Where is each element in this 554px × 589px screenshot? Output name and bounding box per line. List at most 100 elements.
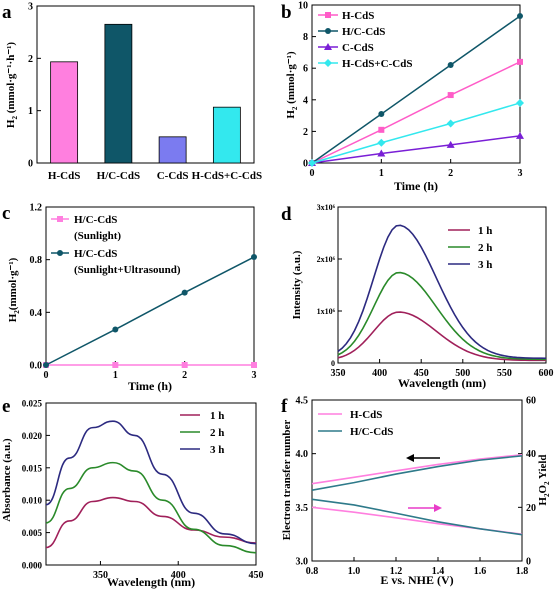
- x-axis-label: Time (h): [128, 379, 172, 393]
- plot-frame: [311, 399, 523, 562]
- y-tick-label: 1.2: [30, 203, 43, 214]
- data-point: [325, 28, 331, 34]
- data-point: [517, 13, 523, 20]
- panel-a-bar-chart: a 0 1 2 3 H-CdS H/C-CdS C-CdS H-CdS+C-CdS H2 (mmo…: [2, 2, 262, 183]
- series-line: [337, 271, 547, 361]
- data-point: [324, 43, 332, 50]
- y-tick-label: 10: [298, 1, 308, 12]
- x-tick-label: 0: [44, 370, 49, 381]
- panel-letter: b: [281, 2, 292, 23]
- data-point: [378, 111, 385, 118]
- y-tick-label: 2: [303, 127, 308, 138]
- legend-label: H/C-CdS: [74, 248, 117, 260]
- y-tick-label: 0.8: [30, 255, 43, 266]
- y-tick-label: 3: [28, 2, 33, 13]
- legend-label: 1 h: [210, 410, 224, 422]
- plot-frame: [337, 206, 547, 364]
- y-tick-label: 0: [28, 159, 33, 170]
- y-tick-label: 0: [331, 359, 335, 368]
- series-line: [311, 453, 523, 485]
- x-tick-label: 2: [182, 370, 187, 381]
- data-point: [325, 12, 331, 18]
- bar: [212, 106, 241, 164]
- data-point: [308, 159, 316, 167]
- legend-label: H/C-CdS: [342, 26, 385, 38]
- legend-label: 1 h: [478, 225, 492, 237]
- y-tick-label: 0.020: [22, 431, 43, 441]
- panel-f-dual-axis-chart: f 3.0 3.5 4.0 4.5 0 20 40 60 0.8 1.0 1.2 1.4 1.6 1.8 E …: [281, 396, 551, 588]
- data-point: [181, 362, 188, 368]
- x-tick-label: 550: [497, 368, 512, 379]
- panel-c-line-chart: c 0.0 0.4 0.8 1.2 0 1 2 3 Time (h) H2(mmol·g⁻¹) H/C…: [2, 203, 257, 393]
- panel-letter: e: [2, 396, 10, 417]
- legend-label: (Sunlight+Ultrasound): [74, 264, 181, 276]
- x-tick-label: 3: [252, 370, 257, 381]
- data-point: [517, 58, 523, 65]
- y-tick-label: 3x10⁶: [317, 203, 336, 212]
- plot-frame: [36, 5, 255, 164]
- panel-letter: a: [2, 2, 12, 23]
- x-tick-label: 400: [171, 570, 186, 581]
- x-tick-label: 1.4: [432, 566, 445, 577]
- legend-label: C-CdS: [342, 42, 374, 54]
- series-line: [45, 496, 257, 549]
- y-tick-label: 3.5: [296, 503, 309, 514]
- legend-label: H-CdS+C-CdS: [342, 58, 412, 70]
- legend-label: 2 h: [210, 427, 224, 439]
- legend-label: H/C-CdS: [74, 214, 117, 226]
- category-label: H-CdS+C-CdS: [192, 170, 262, 182]
- y-tick-label: 0: [303, 159, 308, 170]
- y-tick-label: 4: [303, 95, 308, 106]
- x-tick-label: 600: [539, 368, 554, 379]
- right-axis-arrowhead: [434, 504, 442, 512]
- x-tick-label: 1.0: [348, 566, 361, 577]
- data-point: [516, 131, 524, 139]
- y-axis-label: H2(mmol·g⁻¹): [7, 257, 21, 322]
- data-point: [181, 289, 188, 296]
- y-tick-label: 4.0: [296, 449, 309, 460]
- legend-label: 3 h: [210, 444, 224, 456]
- data-point: [43, 362, 49, 368]
- series-line: [311, 135, 521, 164]
- data-point: [447, 62, 454, 69]
- x-axis-label: Wavelength (nm): [107, 575, 195, 589]
- y-tick-label: 2: [28, 54, 33, 65]
- y-tick-label: 6: [303, 64, 308, 75]
- data-point: [377, 149, 386, 157]
- series-line: [311, 61, 521, 164]
- data-point: [377, 138, 386, 147]
- bar: [104, 23, 133, 164]
- y-tick-label: 1x10⁶: [317, 307, 336, 316]
- series-line: [337, 224, 547, 360]
- y-tick-label: 8: [303, 32, 308, 43]
- x-tick-label: 1: [379, 168, 384, 179]
- y-axis-label: H2 (mmol·g⁻¹): [285, 51, 299, 119]
- data-point: [446, 119, 455, 128]
- x-tick-label: 400: [372, 368, 387, 379]
- data-point: [446, 140, 455, 148]
- panel-letter: f: [281, 396, 288, 417]
- x-tick-label: 500: [455, 368, 470, 379]
- y-tick-label: 0.010: [22, 496, 43, 506]
- y-tick-label: 4.5: [296, 396, 309, 407]
- x-tick-label: 450: [414, 368, 429, 379]
- data-point: [378, 126, 385, 133]
- series-line: [311, 498, 523, 536]
- data-point: [112, 362, 119, 368]
- x-tick-label: 1.2: [390, 566, 403, 577]
- y-axis-label-right: H2O2 Yield: [537, 454, 551, 505]
- y-axis-label: H2 (mmol·g⁻¹·h⁻¹): [5, 42, 19, 129]
- x-tick-label: 1.8: [516, 566, 529, 577]
- legend-label: H-CdS: [342, 10, 374, 22]
- data-point: [57, 250, 63, 256]
- y-tick-label: 0.015: [22, 463, 43, 473]
- series-line: [311, 455, 523, 491]
- series-line: [311, 15, 521, 164]
- series-line: [45, 461, 257, 554]
- y-tick-label: 0.4: [30, 308, 43, 319]
- category-label: H-CdS: [48, 170, 80, 182]
- series-line: [337, 311, 547, 362]
- y-tick-label-right: 40: [526, 449, 536, 460]
- x-axis-label: Wavelength (nm): [398, 376, 486, 390]
